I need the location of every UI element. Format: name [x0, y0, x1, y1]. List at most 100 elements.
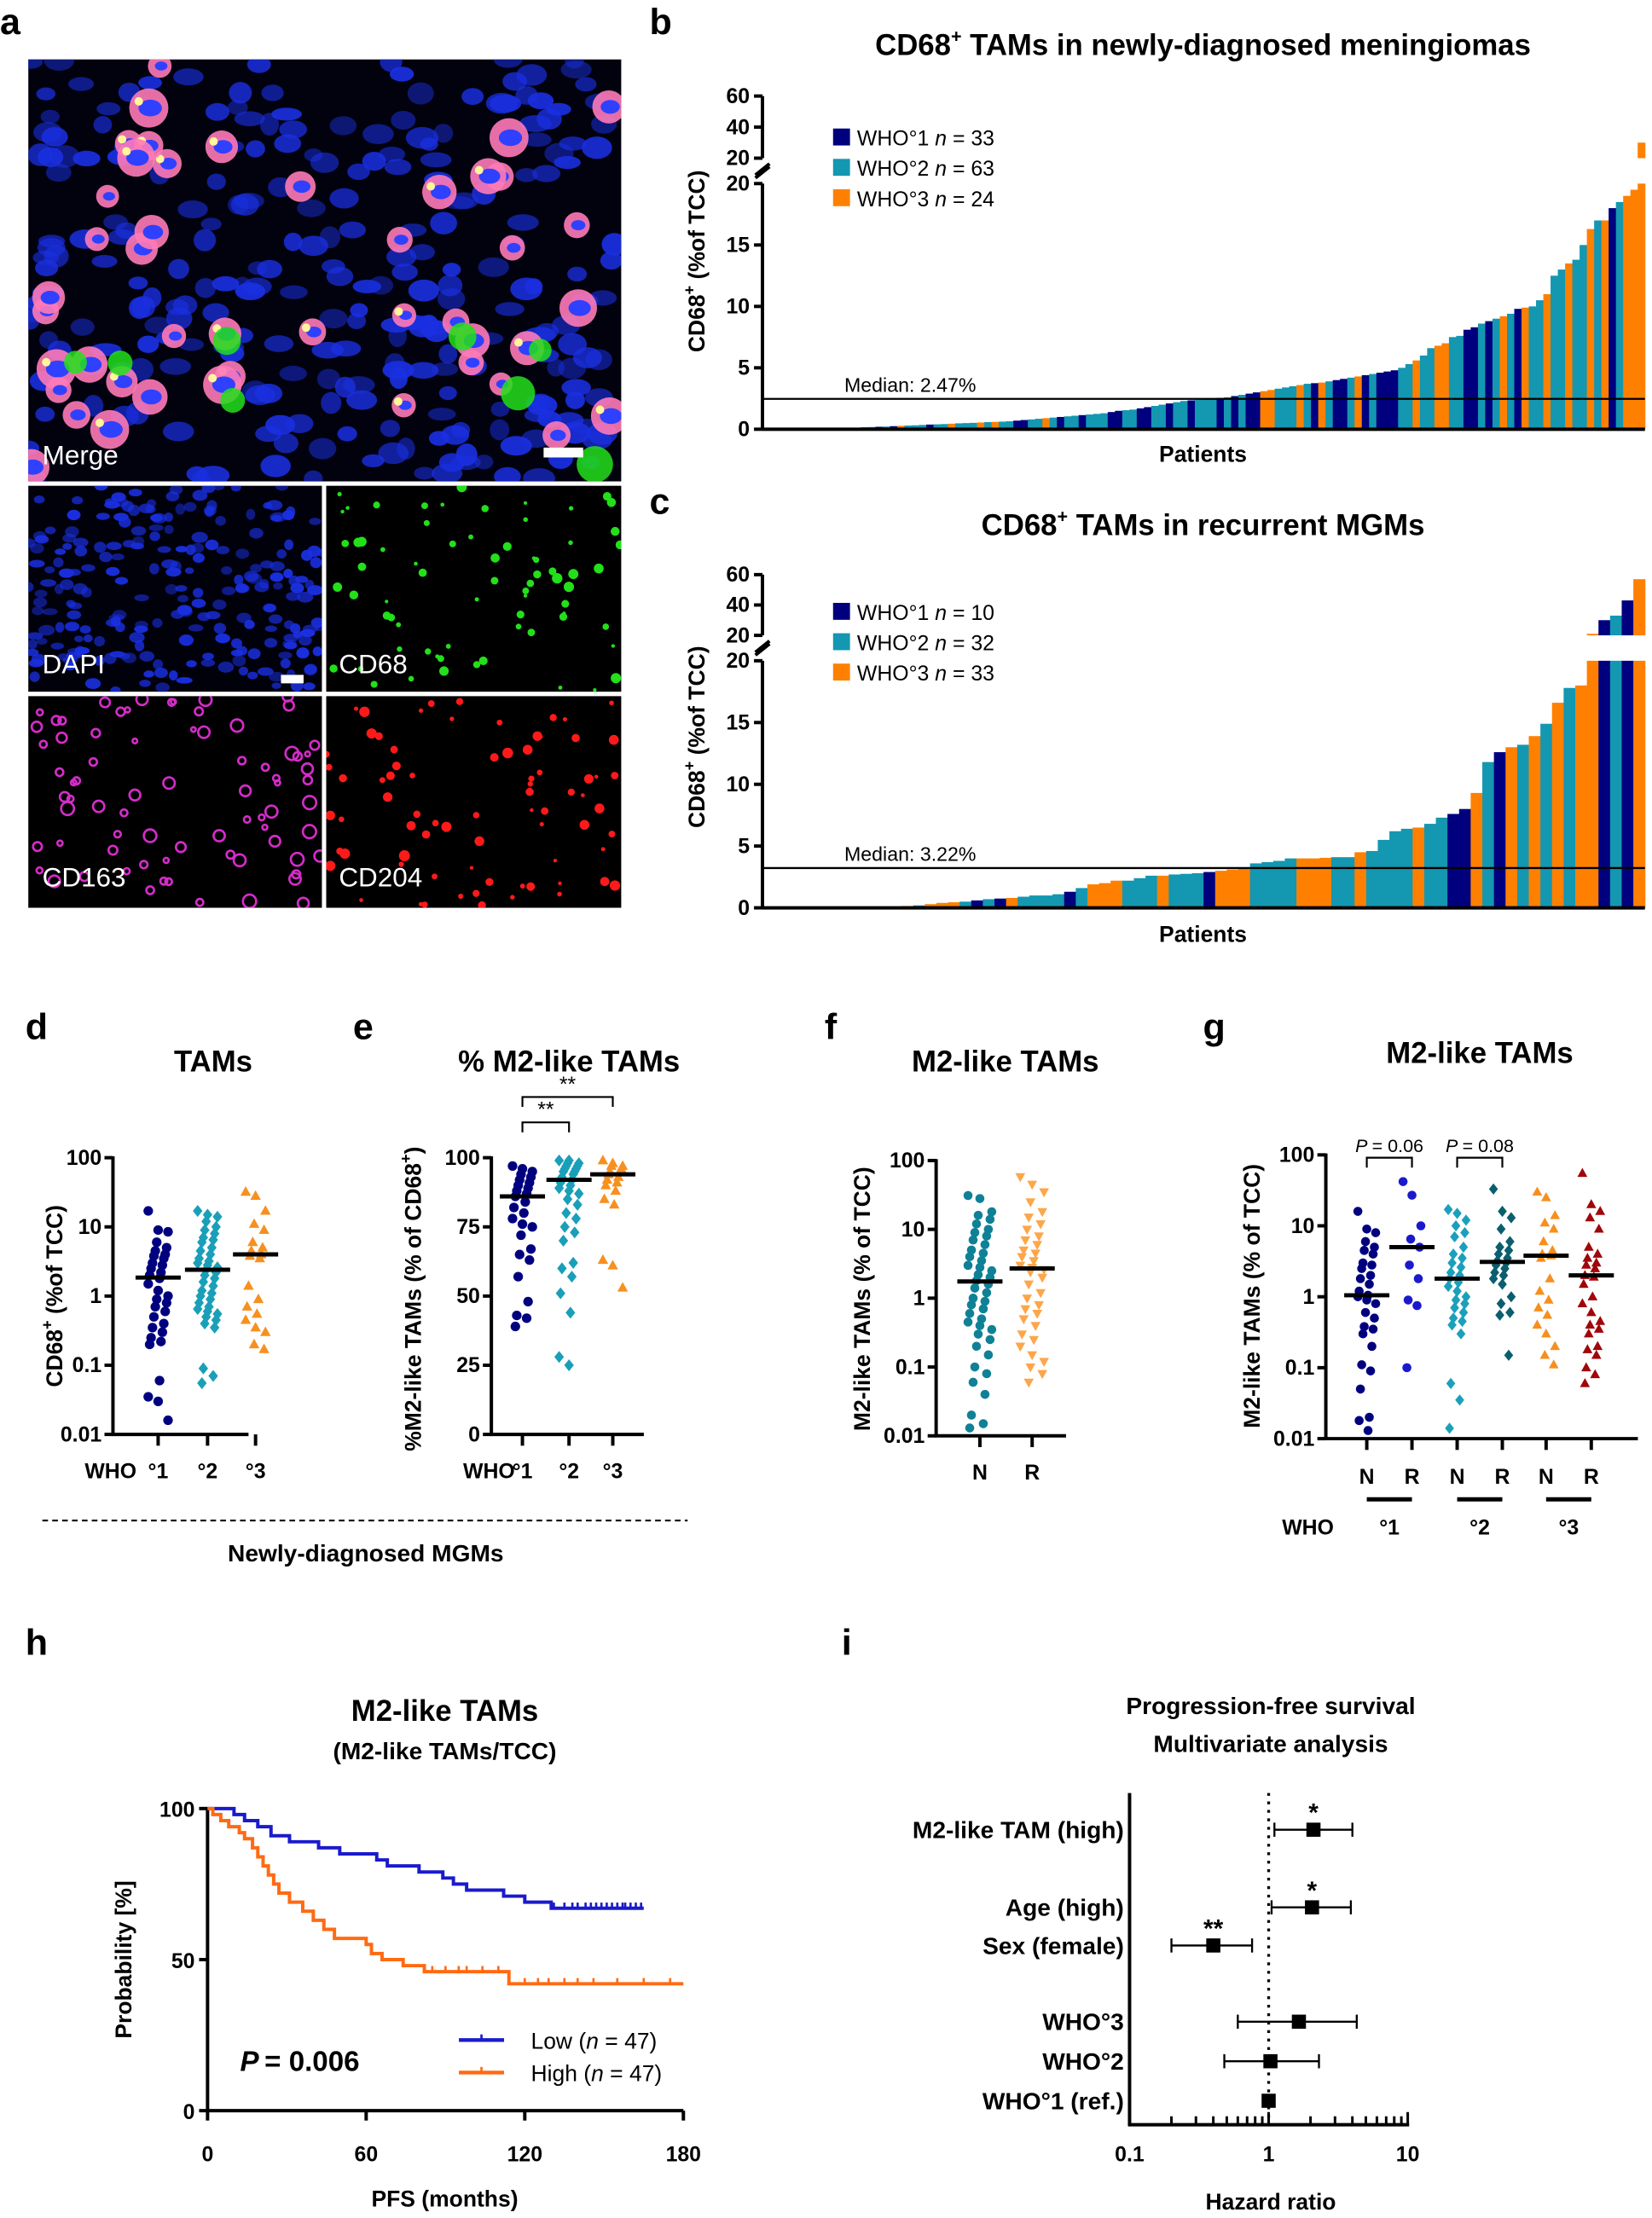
- stain-blob: [441, 821, 452, 832]
- data-point: [566, 1271, 577, 1283]
- stain-blob: [349, 590, 359, 599]
- x-tick-label: °1: [513, 1460, 533, 1483]
- nucleus-blob: [139, 680, 151, 687]
- legend-grade: WHO°1: [857, 128, 935, 151]
- nucleus-blob: [165, 491, 180, 501]
- stain-blob: [449, 716, 455, 721]
- nucleus-blob: [157, 546, 171, 553]
- nucleus-blob: [247, 671, 258, 680]
- nucleus-blob: [111, 553, 125, 561]
- legend-count: = 63: [947, 158, 994, 181]
- stain-blob: [345, 506, 350, 510]
- legend-grade: WHO°3: [857, 663, 935, 686]
- stain-blob: [533, 570, 542, 579]
- data-point: [571, 1212, 582, 1225]
- chart-b-newly-diagnosed-bars: CD68+ TAMs in newly-diagnosed meningioma…: [681, 26, 1646, 466]
- data-point: [572, 1198, 583, 1211]
- nucleus-blob: [70, 409, 86, 421]
- data-point: [1022, 1225, 1033, 1235]
- y-tick-label: 10: [1291, 1215, 1315, 1238]
- data-point: [554, 1351, 565, 1364]
- data-point: [968, 1235, 978, 1245]
- bar: [1144, 407, 1152, 430]
- bar: [1156, 875, 1169, 908]
- nucleus-blob: [550, 429, 566, 442]
- data-point: [241, 1300, 252, 1311]
- chart-c-recurrent-bars: CD68+ TAMs in recurrent MGMs CD68+ (%of …: [681, 507, 1646, 947]
- data-point: [1593, 1323, 1604, 1333]
- stain-blob: [502, 541, 512, 552]
- data-point: [1584, 1242, 1594, 1251]
- nucleus-blob: [50, 642, 65, 650]
- data-point: [1447, 1319, 1457, 1331]
- bar: [1249, 863, 1262, 908]
- nucleus-blob: [193, 588, 204, 598]
- x-tick-label: °2: [197, 1460, 217, 1483]
- data-point: [978, 1248, 988, 1258]
- data-point: [1015, 1261, 1026, 1271]
- data-point: [1359, 1322, 1369, 1331]
- nucleus-blob: [247, 648, 261, 659]
- nucleus-blob: [299, 628, 316, 638]
- data-point: [1407, 1190, 1417, 1200]
- nucleus-blob: [99, 552, 113, 563]
- data-point: [163, 1226, 173, 1237]
- nucleus-blob: [303, 682, 316, 691]
- nucleus-blob: [441, 425, 470, 445]
- nucleus-blob: [74, 646, 85, 657]
- data-point: [1371, 1228, 1381, 1237]
- data-point: [978, 1304, 988, 1314]
- nucleus-blob: [169, 331, 183, 341]
- data-point: [1458, 1306, 1469, 1318]
- stain-blob: [339, 848, 351, 860]
- bar: [1191, 873, 1204, 908]
- nucleus-blob: [152, 617, 163, 628]
- data-point: [1447, 1257, 1457, 1269]
- bar: [1470, 327, 1479, 430]
- data-point: [153, 1285, 164, 1296]
- data-point: [1548, 1359, 1559, 1369]
- nucleus-blob: [568, 299, 591, 316]
- x-tick-label: 60: [355, 2144, 379, 2167]
- grade-label: °2: [1469, 1517, 1490, 1540]
- bar: [1110, 880, 1123, 908]
- data-point: [148, 1312, 159, 1322]
- bar: [1354, 852, 1367, 908]
- x-tick-label: R: [1495, 1466, 1510, 1489]
- data-point: [163, 1415, 173, 1426]
- y-tick-label: 5: [738, 835, 750, 858]
- stain-blob: [88, 756, 99, 767]
- nucleus-blob: [227, 100, 248, 115]
- bar: [1087, 884, 1100, 908]
- bar: [1029, 895, 1042, 908]
- legend-n-symbol: n: [935, 632, 947, 655]
- chart-h-xlabel: PFS (months): [371, 2186, 518, 2212]
- data-point: [1591, 1257, 1602, 1267]
- stain-blob: [55, 731, 68, 744]
- bar: [1245, 393, 1254, 430]
- data-point: [1363, 1426, 1373, 1435]
- nucleus-blob: [212, 599, 227, 611]
- data-point: [554, 1182, 565, 1195]
- nucleus-blob: [176, 677, 193, 684]
- nucleus-blob: [94, 541, 107, 553]
- stain-blob: [408, 675, 414, 682]
- nucleus-blob: [40, 579, 57, 588]
- chart-c-xlabel: Patients: [1159, 921, 1247, 947]
- bar: [919, 425, 927, 430]
- data-point: [200, 1317, 210, 1330]
- stain-blob: [142, 828, 158, 843]
- bar: [1609, 660, 1623, 908]
- nucleus-blob: [137, 335, 159, 353]
- significance-label: *: [1307, 1877, 1318, 1905]
- bar: [1389, 831, 1402, 908]
- stain-blob: [611, 644, 616, 648]
- nucleus-blob: [81, 587, 92, 598]
- nucleus-blob: [489, 94, 522, 113]
- data-point: [971, 1341, 982, 1352]
- y-tick-label: 10: [78, 1216, 102, 1239]
- stain-blob: [302, 774, 314, 786]
- bar: [1122, 880, 1135, 908]
- nucleus-blob: [96, 101, 121, 116]
- nucleus-blob: [280, 285, 308, 299]
